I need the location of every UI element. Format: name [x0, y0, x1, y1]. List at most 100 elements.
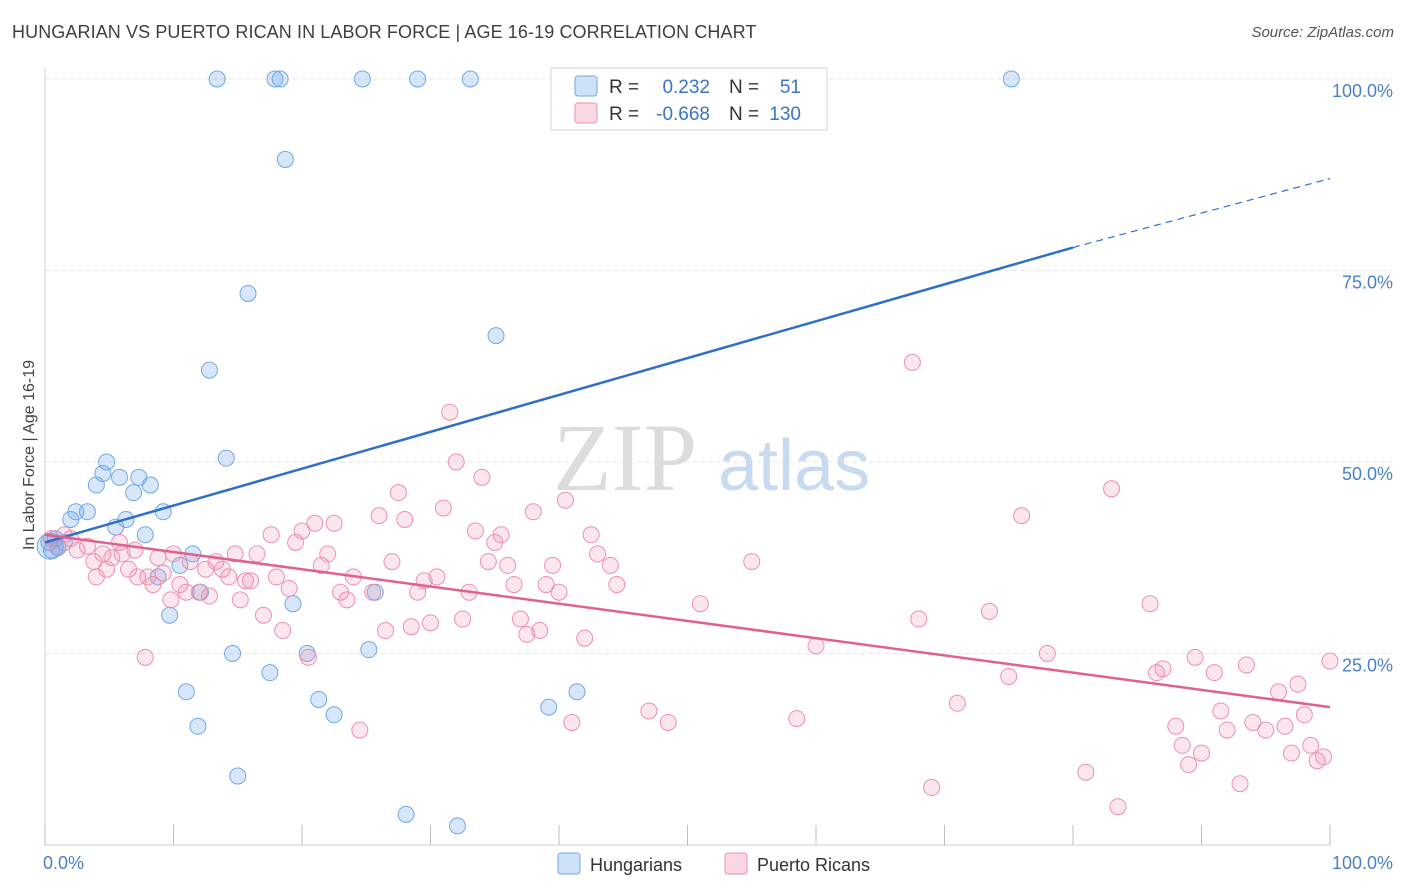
watermark-atlas: atlas	[718, 426, 870, 506]
point-puerto-rican	[466, 522, 484, 540]
point-puerto-rican	[1193, 744, 1210, 762]
point-hungarian	[67, 503, 85, 521]
trendline-puerto-ricans	[44, 533, 1331, 709]
point-puerto-rican	[254, 606, 272, 624]
point-puerto-rican	[177, 583, 195, 601]
stats-legend-r-label-2: R =	[609, 104, 639, 125]
point-puerto-rican	[262, 526, 280, 544]
point-puerto-rican	[1321, 652, 1339, 670]
point-hungarian	[224, 645, 242, 662]
point-puerto-rican	[149, 549, 167, 567]
point-puerto-rican	[1186, 648, 1204, 666]
point-puerto-rican	[396, 510, 414, 528]
stats-legend-swatch-hungarians	[574, 75, 598, 97]
stats-legend-n-label-1: N =	[729, 77, 759, 98]
y-tick-label: 25.0%	[1342, 656, 1393, 676]
point-hungarian	[397, 805, 415, 823]
point-puerto-rican	[447, 453, 465, 471]
gridlines	[45, 78, 1392, 654]
point-puerto-rican	[1154, 660, 1172, 678]
trend-lines	[44, 178, 1331, 709]
point-puerto-rican	[162, 591, 180, 609]
point-puerto-rican	[576, 629, 594, 647]
point-hungarian	[177, 683, 195, 701]
point-puerto-rican	[948, 694, 966, 712]
point-puerto-rican	[248, 545, 266, 563]
chart-source: Source: ZipAtlas.com	[1251, 24, 1394, 41]
point-puerto-rican	[1000, 667, 1018, 685]
point-puerto-rican	[299, 648, 317, 666]
axes	[44, 68, 1331, 846]
point-puerto-rican	[154, 564, 172, 582]
point-puerto-rican	[1231, 775, 1249, 793]
tick-labels: 25.0% 50.0% 75.0% 100.0% 0.0% 100.0%	[43, 81, 1393, 873]
point-puerto-rican	[68, 541, 86, 559]
watermark-zip: ZIP	[553, 404, 697, 511]
point-puerto-rican	[144, 576, 162, 594]
point-puerto-rican	[1302, 736, 1320, 754]
point-hungarian	[239, 284, 257, 302]
point-puerto-rican	[428, 568, 446, 586]
point-hungarian	[136, 526, 154, 544]
point-puerto-rican	[306, 514, 324, 532]
point-puerto-rican	[454, 610, 472, 628]
point-puerto-rican	[126, 541, 144, 559]
trendline-hungarians-extension	[1072, 178, 1331, 249]
stats-legend-r-value-1: 0.232	[662, 77, 710, 98]
point-puerto-rican	[1257, 721, 1275, 739]
point-puerto-rican	[231, 591, 249, 609]
point-puerto-rican	[531, 622, 549, 640]
stats-legend-n-value-1: 51	[780, 77, 801, 98]
point-hungarian	[409, 70, 427, 88]
point-puerto-rican	[601, 556, 619, 574]
series-legend: Hungarians Puerto Ricans	[557, 852, 870, 875]
stats-legend-swatch-puerto-ricans	[574, 102, 598, 124]
point-hungarian	[189, 717, 207, 735]
point-puerto-rican	[499, 556, 517, 574]
point-puerto-rican	[280, 579, 298, 597]
series-legend-label-hungarians: Hungarians	[590, 855, 682, 875]
y-tick-label: 100.0%	[1332, 81, 1393, 101]
series-legend-swatch-puerto-ricans	[724, 852, 748, 875]
point-puerto-rican	[389, 484, 407, 502]
point-puerto-rican	[556, 491, 574, 509]
y-tick-label: 50.0%	[1342, 464, 1393, 484]
point-puerto-rican	[608, 576, 626, 594]
point-hungarian	[208, 70, 226, 88]
point-puerto-rican	[274, 622, 292, 640]
point-puerto-rican	[383, 553, 401, 571]
point-hungarian	[98, 453, 116, 471]
point-puerto-rican	[923, 779, 941, 797]
point-hungarian	[448, 817, 466, 835]
point-hungarian	[284, 595, 302, 613]
point-hungarian	[568, 683, 586, 701]
point-puerto-rican	[1244, 713, 1262, 731]
stats-legend-n-value-2: 130	[769, 104, 801, 125]
point-puerto-rican	[1270, 683, 1288, 701]
point-puerto-rican	[544, 556, 562, 574]
point-puerto-rican	[1077, 763, 1095, 781]
point-puerto-rican	[582, 526, 600, 544]
point-puerto-rican	[788, 710, 806, 728]
point-hungarian	[266, 70, 284, 88]
point-puerto-rican	[226, 545, 244, 563]
point-puerto-rican	[473, 468, 491, 486]
point-puerto-rican	[589, 545, 607, 563]
point-puerto-rican	[136, 648, 154, 666]
point-puerto-rican	[550, 583, 568, 601]
point-puerto-rican	[1205, 664, 1223, 682]
point-hungarian	[141, 476, 159, 494]
data-points	[36, 70, 1339, 835]
series-legend-swatch-hungarians	[557, 852, 581, 875]
point-puerto-rican	[1315, 748, 1333, 766]
point-puerto-rican	[422, 614, 439, 632]
x-tick-label: 100.0%	[1332, 853, 1393, 873]
x-tick-label: 0.0%	[43, 853, 84, 873]
point-puerto-rican	[370, 507, 388, 525]
stats-legend-n-label-2: N =	[729, 104, 759, 125]
point-puerto-rican	[743, 553, 761, 571]
point-puerto-rican	[1141, 595, 1159, 613]
point-puerto-rican	[1218, 721, 1236, 739]
point-hungarian	[200, 361, 218, 379]
point-puerto-rican	[479, 553, 497, 571]
